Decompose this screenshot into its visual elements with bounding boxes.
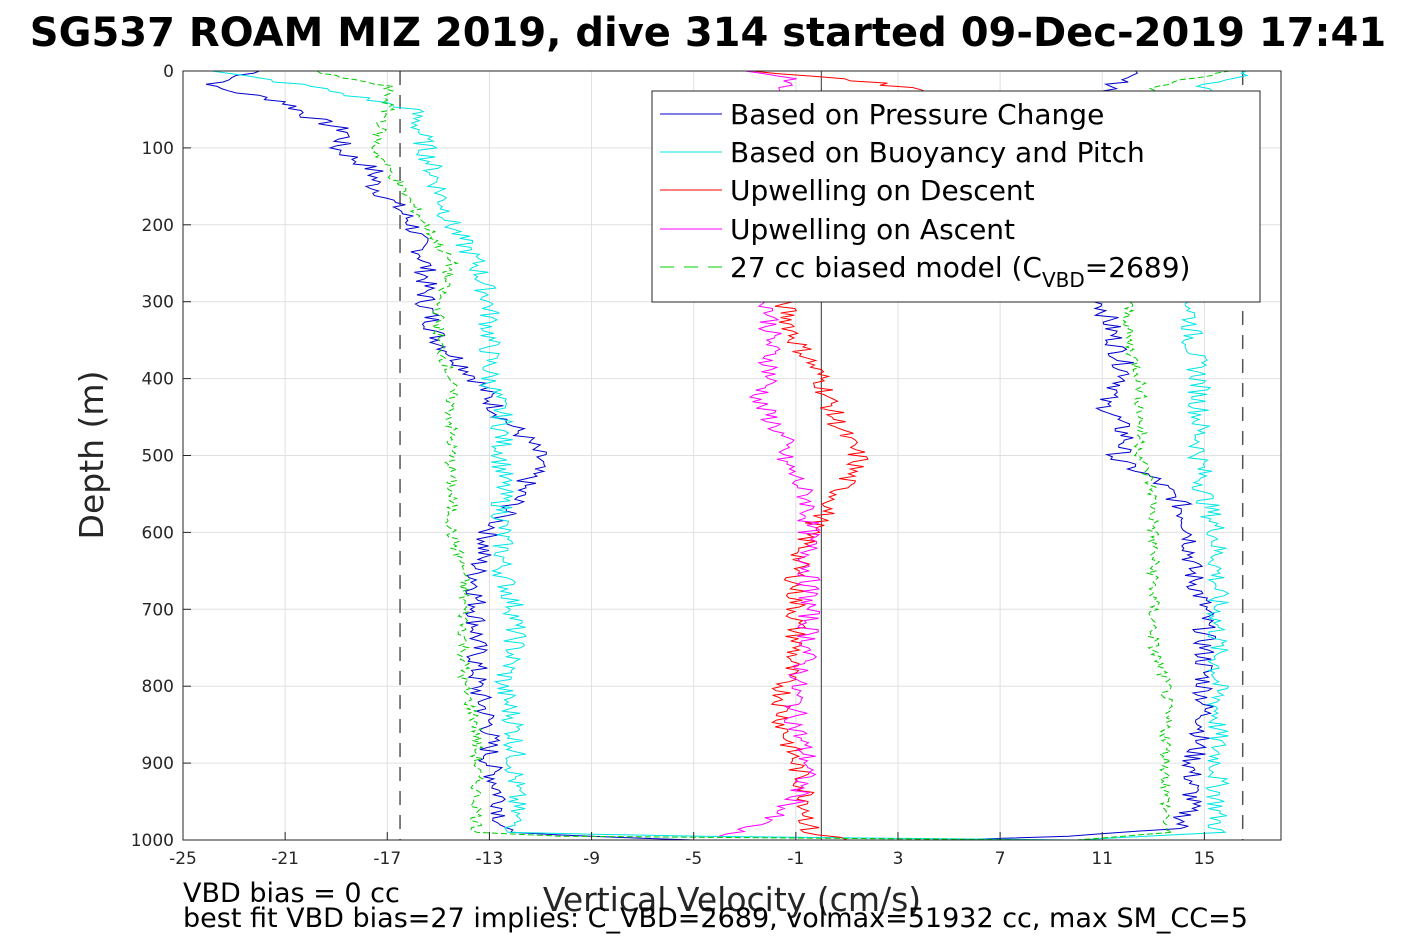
vbd-bias-note: VBD bias = 0 cc (183, 878, 400, 909)
y-tick-label: 400 (142, 370, 174, 390)
y-tick-label: 100 (142, 139, 174, 159)
y-tick-label: 1000 (131, 831, 174, 851)
y-tick-label: 200 (142, 216, 174, 236)
y-tick-label: 500 (142, 447, 174, 467)
x-tick-label: -25 (169, 849, 197, 869)
x-tick-label: 11 (1091, 849, 1113, 869)
legend-label-ascent: Upwelling on Ascent (730, 213, 1015, 246)
legend-model-prefix: 27 cc biased model (C (730, 251, 1042, 284)
x-tick-label: -21 (271, 849, 299, 869)
chart-title: SG537 ROAM MIZ 2019, dive 314 started 09… (30, 10, 1386, 56)
legend-label-pressure: Based on Pressure Change (730, 98, 1104, 131)
x-tick-label: 7 (995, 849, 1006, 869)
legend-label-descent: Upwelling on Descent (730, 174, 1035, 207)
y-tick-labels: 0 100 200 300 400 500 600 700 800 900 1000 (131, 62, 191, 851)
x-tick-label: 15 (1194, 849, 1216, 869)
y-tick-label: 300 (142, 293, 174, 313)
y-axis-label: Depth (m) (72, 371, 111, 540)
x-axis-label: Vertical Velocity (cm/s) (543, 880, 921, 919)
legend-label-model: 27 cc biased model (CVBD=2689) (730, 251, 1190, 292)
legend-box (651, 90, 1261, 303)
x-tick-label: -5 (685, 849, 702, 869)
y-tick-label: 0 (163, 62, 174, 82)
legend: Based on Pressure Change Based on Buoyan… (651, 90, 1261, 303)
x-tick-label: -9 (583, 849, 600, 869)
x-tick-labels: -25 -21 -17 -13 -9 -5 -1 3 7 11 15 (169, 832, 1215, 869)
y-tick-label: 800 (142, 677, 174, 697)
legend-model-subscript: VBD (1042, 268, 1085, 292)
x-tick-label: -1 (787, 849, 804, 869)
series-line (206, 70, 694, 841)
x-tick-label: -13 (476, 849, 504, 869)
best-fit-note: best fit VBD bias=27 implies: C_VBD=2689… (183, 903, 1248, 934)
series-line (211, 70, 1077, 841)
legend-label-buoyancy: Based on Buoyancy and Pitch (730, 136, 1145, 169)
series-line (316, 70, 1052, 841)
x-tick-label: -17 (373, 849, 401, 869)
legend-model-suffix: =2689) (1085, 251, 1191, 284)
x-tick-label: 3 (893, 849, 904, 869)
y-tick-label: 600 (142, 523, 174, 543)
y-tick-label: 900 (142, 754, 174, 774)
y-tick-label: 700 (142, 600, 174, 620)
